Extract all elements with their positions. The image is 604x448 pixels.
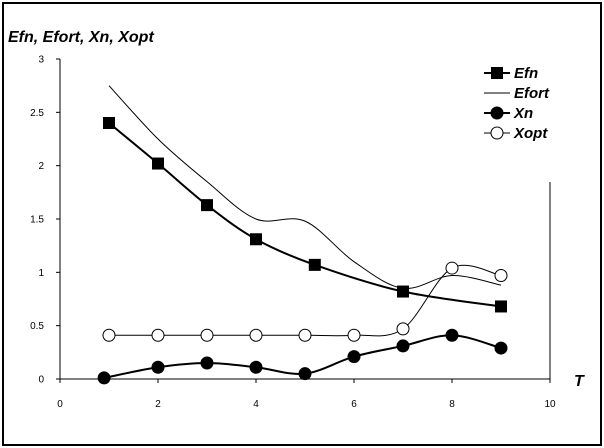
- x-tick-label: 8: [449, 399, 455, 410]
- x-tick-label: 6: [351, 399, 357, 410]
- legend-label-efort: Efort: [514, 85, 550, 102]
- x-tick-label: 4: [253, 399, 259, 410]
- data-point-xopt: [494, 269, 508, 283]
- legend-label-efn: Efn: [514, 65, 538, 82]
- series-line-efn: [108, 122, 502, 308]
- data-point-xopt: [298, 328, 312, 342]
- y-tick-label: 0.5: [30, 321, 44, 332]
- data-point-efn: [103, 117, 115, 129]
- data-point-efn: [308, 258, 321, 271]
- data-point-xn: [494, 341, 508, 355]
- y-tick-label: 2.5: [30, 108, 44, 119]
- series-line-efort: [108, 85, 502, 289]
- x-tick-label: 2: [155, 399, 161, 410]
- data-point-efn: [495, 300, 507, 313]
- y-tick-label: 1.5: [30, 215, 44, 226]
- x-axis-title: T: [574, 373, 585, 390]
- x-tick-label: 0: [57, 399, 63, 410]
- data-point-xn: [445, 328, 459, 342]
- legend: Efn Efort Xn Xopt: [484, 65, 550, 142]
- data-point-xopt: [102, 328, 116, 342]
- legend-label-xopt: Xopt: [513, 125, 548, 142]
- data-point-xn: [97, 371, 111, 385]
- legend-marker-xopt: [490, 126, 504, 140]
- data-point-xn: [200, 356, 214, 370]
- data-point-xn: [249, 360, 263, 374]
- data-point-xn: [151, 360, 165, 374]
- data-point-xopt: [445, 261, 459, 275]
- legend-marker-efn: [491, 67, 503, 79]
- legend-marker-xn: [490, 106, 504, 120]
- y-tick-label: 2: [38, 161, 44, 172]
- y-tick-label: 0: [38, 375, 44, 386]
- data-point-efn: [250, 233, 262, 246]
- tick-group: 0 0.5 1 1.5 2 2.5 3 0 2 4 6 8 10: [30, 55, 556, 411]
- x-tick-label: 10: [544, 399, 556, 410]
- data-point-xopt: [200, 328, 214, 342]
- data-point-efn: [201, 199, 213, 212]
- y-axis-title: Efn, Efort, Xn, Xopt: [8, 29, 154, 46]
- data-point-xopt: [151, 328, 165, 342]
- data-point-efn: [397, 285, 409, 298]
- data-point-xopt: [347, 328, 361, 342]
- legend-label-xn: Xn: [513, 105, 533, 122]
- y-tick-label: 3: [38, 55, 44, 66]
- series-line-xopt: [109, 264, 502, 337]
- y-tick-label: 1: [38, 268, 44, 279]
- data-point-xopt: [249, 328, 263, 342]
- data-point-efn: [152, 157, 164, 170]
- data-point-xopt: [396, 322, 410, 336]
- data-point-xn: [396, 339, 410, 353]
- data-point-xn: [347, 350, 361, 364]
- series-group: [97, 85, 508, 385]
- data-point-xn: [298, 367, 312, 381]
